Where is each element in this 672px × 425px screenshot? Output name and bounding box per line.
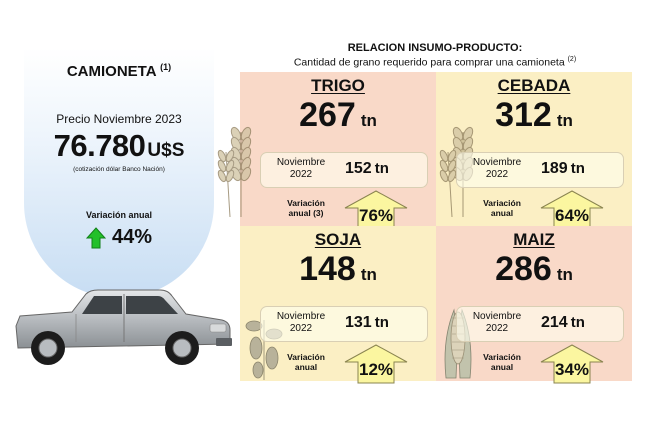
- previous-year-box: Noviembre 2022 152 tn: [260, 152, 428, 188]
- pickup-truck-icon: [15, 289, 232, 365]
- variation-label: Variación anual (3): [287, 198, 325, 218]
- previous-year-label: Noviembre 2022: [472, 157, 522, 180]
- previous-year-value: 189: [541, 160, 568, 177]
- previous-year-value: 152: [345, 160, 372, 177]
- previous-year-amount: 214 tn: [541, 314, 585, 332]
- grain-current-amount: 267 tn: [240, 96, 436, 135]
- main-subtitle: Cantidad de grano requerido para comprar…: [293, 56, 577, 69]
- grain-card-soja: SOJA 148 tn Noviembre 2022 131 tn Variación…: [240, 226, 436, 384]
- variation-label: Variación anual: [483, 198, 521, 218]
- previous-year-unit: tn: [374, 160, 389, 177]
- grain-current-amount: 148 tn: [240, 250, 436, 289]
- grain-name: SOJA: [314, 230, 362, 249]
- previous-year-unit: tn: [374, 314, 389, 331]
- previous-year-unit: tn: [570, 314, 585, 331]
- grain-card-cebada: CEBADA 312 tn Noviembre 2022 189 tn Variaci…: [436, 72, 632, 230]
- grain-current-value: 148: [299, 250, 356, 288]
- vehicle-panel: CAMIONETA (1) Precio Noviembre 2023 76.7…: [24, 48, 214, 298]
- previous-year-box: Noviembre 2022 214 tn: [456, 306, 624, 342]
- green-up-arrow-icon: [85, 226, 106, 248]
- price-currency: U$S: [147, 140, 185, 161]
- variation-label: Variación anual: [287, 352, 325, 372]
- vehicle-variation-row: 44%: [24, 226, 214, 249]
- variation-value: 76%: [358, 206, 394, 225]
- price-value: 76.780: [53, 128, 146, 163]
- grain-current-value: 267: [299, 96, 356, 134]
- variation-value: 34%: [554, 360, 590, 379]
- vehicle-title: CAMIONETA (1): [66, 62, 172, 80]
- price-label: Precio Noviembre 2023: [56, 112, 182, 126]
- price-row: 76.780 U$S: [24, 128, 214, 164]
- previous-year-unit: tn: [570, 160, 585, 177]
- grain-unit: tn: [360, 265, 377, 284]
- variation-value: 12%: [358, 360, 394, 379]
- previous-year-value: 214: [541, 314, 568, 331]
- grain-unit: tn: [556, 111, 573, 130]
- grain-name: TRIGO: [311, 76, 365, 95]
- grain-card-trigo: TRIGO 267 tn Noviembre 2022 152 tn Variació…: [217, 72, 436, 230]
- grain-name: MAIZ: [513, 230, 555, 249]
- previous-year-label: Noviembre 2022: [276, 157, 326, 180]
- previous-year-amount: 189 tn: [541, 160, 585, 178]
- grain-current-value: 312: [495, 96, 552, 134]
- previous-year-box: Noviembre 2022 189 tn: [456, 152, 624, 188]
- grain-current-amount: 286 tn: [436, 250, 632, 289]
- previous-year-box: Noviembre 2022 131 tn: [260, 306, 428, 342]
- variation-value: 64%: [554, 206, 590, 225]
- wheat-icon: [217, 126, 252, 217]
- variation-up-arrow-icon: [540, 344, 604, 384]
- grain-unit: tn: [556, 265, 573, 284]
- main-title: RELACION INSUMO-PRODUCTO:: [347, 42, 523, 54]
- price-note: (cotización dólar Banco Nación): [73, 166, 165, 173]
- grain-card-maiz: MAIZ 286 tn Noviembre 2022 214 tn Variación…: [436, 226, 632, 384]
- variation-up-arrow-icon: [344, 344, 408, 384]
- previous-year-label: Noviembre 2022: [472, 311, 522, 334]
- grain-current-value: 286: [495, 250, 552, 288]
- vehicle-variation-value: 44%: [111, 226, 153, 248]
- variation-label: Variación anual: [483, 352, 521, 372]
- previous-year-label: Noviembre 2022: [276, 311, 326, 334]
- previous-year-value: 131: [345, 314, 372, 331]
- vehicle-variation-label: Variación anual: [85, 210, 153, 220]
- grain-current-amount: 312 tn: [436, 96, 632, 135]
- previous-year-amount: 131 tn: [345, 314, 389, 332]
- grain-unit: tn: [360, 111, 377, 130]
- previous-year-amount: 152 tn: [345, 160, 389, 178]
- grain-name: CEBADA: [497, 76, 571, 95]
